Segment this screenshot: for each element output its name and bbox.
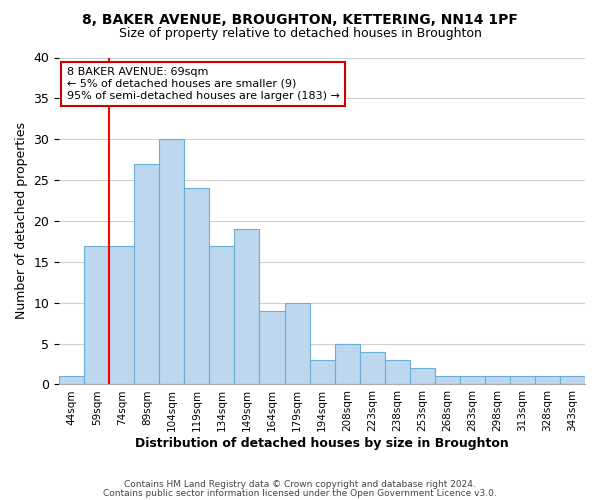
Bar: [460, 376, 485, 384]
Bar: [485, 376, 510, 384]
Bar: [535, 376, 560, 384]
Bar: [359, 352, 385, 384]
Bar: [184, 188, 209, 384]
Bar: [235, 229, 259, 384]
Bar: [134, 164, 160, 384]
Bar: [560, 376, 585, 384]
Bar: [435, 376, 460, 384]
Y-axis label: Number of detached properties: Number of detached properties: [15, 122, 28, 320]
Bar: [385, 360, 410, 384]
Text: Size of property relative to detached houses in Broughton: Size of property relative to detached ho…: [119, 28, 481, 40]
Bar: [59, 376, 84, 384]
Text: Contains public sector information licensed under the Open Government Licence v3: Contains public sector information licen…: [103, 488, 497, 498]
Bar: [284, 302, 310, 384]
X-axis label: Distribution of detached houses by size in Broughton: Distribution of detached houses by size …: [135, 437, 509, 450]
Text: 8, BAKER AVENUE, BROUGHTON, KETTERING, NN14 1PF: 8, BAKER AVENUE, BROUGHTON, KETTERING, N…: [82, 12, 518, 26]
Bar: [259, 311, 284, 384]
Bar: [310, 360, 335, 384]
Bar: [510, 376, 535, 384]
Bar: [84, 246, 109, 384]
Text: Contains HM Land Registry data © Crown copyright and database right 2024.: Contains HM Land Registry data © Crown c…: [124, 480, 476, 489]
Text: 8 BAKER AVENUE: 69sqm
← 5% of detached houses are smaller (9)
95% of semi-detach: 8 BAKER AVENUE: 69sqm ← 5% of detached h…: [67, 68, 340, 100]
Bar: [109, 246, 134, 384]
Bar: [209, 246, 235, 384]
Bar: [410, 368, 435, 384]
Bar: [335, 344, 359, 384]
Bar: [160, 139, 184, 384]
